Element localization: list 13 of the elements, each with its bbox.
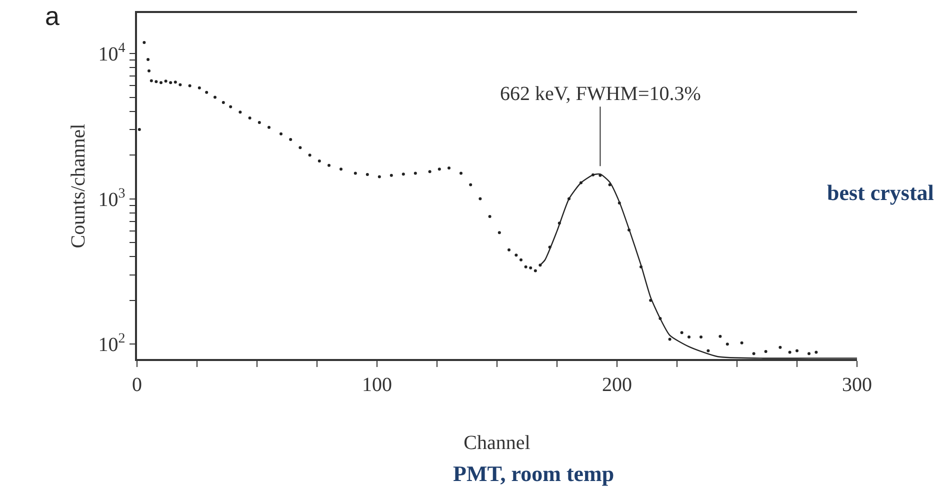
x-axis-title: Channel bbox=[464, 432, 531, 454]
y-axis-title: Counts/channel bbox=[67, 123, 90, 248]
y-tick-label: 10$^{2}$ bbox=[98, 332, 126, 356]
y-tick-label: 10$^{3}$ bbox=[98, 186, 126, 211]
x-tick-label: 100 bbox=[362, 374, 392, 396]
text: PMT, room temp bbox=[453, 461, 614, 486]
x-tick-label: 200 bbox=[602, 374, 632, 396]
y-tick-label: 10$^{4}$ bbox=[98, 41, 126, 66]
x-tick-label: 300 bbox=[842, 374, 872, 396]
text: a bbox=[45, 1, 60, 31]
annotation: best crystal bbox=[827, 180, 934, 205]
annotation: 662 keV, FWHM=10.3% bbox=[500, 83, 701, 105]
x-tick-label: 0 bbox=[132, 374, 142, 396]
